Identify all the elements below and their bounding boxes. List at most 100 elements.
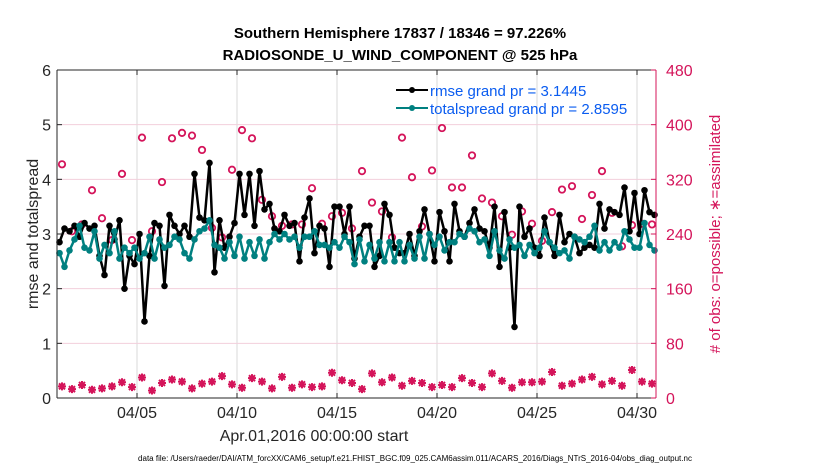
totalspread-point bbox=[461, 233, 468, 241]
asterisk-center bbox=[199, 381, 205, 387]
totalspread-point bbox=[71, 236, 78, 243]
series-layer bbox=[56, 123, 658, 395]
chart-subtitle: RADIOSONDE_U_WIND_COMPONENT @ 525 hPa bbox=[223, 47, 578, 64]
totalspread-point bbox=[536, 244, 543, 251]
asterisk-center bbox=[149, 387, 155, 393]
asterisk-center bbox=[449, 384, 455, 390]
asterisk-center bbox=[589, 374, 595, 380]
chart-title: Southern Hemisphere 17837 / 18346 = 97.2… bbox=[234, 25, 566, 42]
totalspread-point bbox=[271, 230, 278, 238]
rmse-point bbox=[256, 167, 263, 175]
totalspread-point bbox=[226, 238, 233, 246]
rmse-point bbox=[606, 206, 613, 213]
obs-possible-marker bbox=[577, 214, 587, 224]
asterisk-center bbox=[509, 385, 515, 391]
rmse-point bbox=[496, 263, 503, 271]
obs-assimilated-marker bbox=[388, 373, 396, 382]
totalspread-point bbox=[341, 233, 348, 241]
totalspread-point bbox=[411, 255, 418, 262]
obs-assimilated-marker bbox=[608, 376, 616, 385]
obs-assimilated-marker bbox=[368, 369, 376, 378]
totalspread-point bbox=[281, 230, 288, 238]
rmse-point bbox=[181, 222, 188, 230]
totalspread-point bbox=[166, 241, 173, 249]
obs-assimilated-marker bbox=[308, 383, 316, 392]
obs-assimilated-marker bbox=[328, 368, 336, 377]
rmse-point bbox=[516, 203, 523, 210]
obs-possible-marker bbox=[307, 184, 317, 193]
asterisk-center bbox=[59, 383, 65, 389]
rmse-point bbox=[541, 214, 548, 221]
obs-possible-marker bbox=[177, 128, 187, 137]
rmse-point bbox=[621, 184, 628, 191]
rmse-point bbox=[216, 217, 223, 224]
obs-possible-marker bbox=[437, 123, 447, 133]
y-axis-label: rmse and totalspread bbox=[25, 159, 42, 309]
rmse-point bbox=[71, 222, 78, 230]
totalspread-point bbox=[266, 238, 273, 246]
asterisk-center bbox=[169, 377, 175, 383]
rmse-point bbox=[186, 233, 193, 241]
obs-assimilated-marker bbox=[558, 381, 566, 390]
asterisk-center bbox=[359, 386, 365, 392]
asterisk-center bbox=[439, 382, 445, 388]
obs-possible-marker bbox=[167, 134, 177, 143]
asterisk-center bbox=[619, 383, 625, 389]
rmse-point bbox=[151, 219, 158, 227]
totalspread-point bbox=[431, 241, 438, 249]
obs-assimilated-marker bbox=[408, 376, 416, 385]
rmse-point bbox=[566, 230, 573, 238]
totalspread-point bbox=[66, 247, 73, 254]
totalspread-point bbox=[121, 244, 128, 251]
rmse-point bbox=[266, 200, 273, 208]
totalspread-point bbox=[161, 244, 168, 251]
rmse-point bbox=[646, 208, 653, 216]
obs-possible-marker bbox=[447, 183, 457, 192]
y-axis-right-label: # of obs: o=possible; ∗=assimilated bbox=[707, 115, 724, 354]
rmse-point bbox=[561, 238, 568, 246]
totalspread-point bbox=[471, 227, 478, 235]
totalspread-point bbox=[206, 217, 213, 224]
totalspread-point bbox=[651, 247, 658, 254]
rmse-point bbox=[536, 252, 543, 260]
rmse-point bbox=[251, 222, 258, 230]
asterisk-center bbox=[249, 375, 255, 381]
totalspread-point bbox=[81, 244, 88, 251]
x-tick-label: 04/10 bbox=[217, 405, 257, 422]
totalspread-point bbox=[436, 233, 443, 241]
obs-assimilated-marker bbox=[148, 386, 156, 395]
obs-possible-marker bbox=[57, 160, 67, 169]
totalspread-point bbox=[616, 244, 623, 251]
rmse-point bbox=[556, 211, 563, 219]
rmse-point bbox=[301, 214, 308, 221]
obs-possible-marker bbox=[427, 166, 437, 175]
series-totalspread bbox=[56, 217, 658, 271]
rmse-point bbox=[441, 227, 448, 235]
rmse-point bbox=[296, 258, 303, 265]
asterisk-center bbox=[109, 383, 115, 389]
totalspread-point bbox=[591, 222, 598, 230]
totalspread-point bbox=[391, 258, 398, 265]
totalspread-point bbox=[171, 233, 178, 241]
totalspread-point bbox=[276, 236, 283, 243]
totalspread-point bbox=[406, 241, 413, 249]
data-file-footer: data file: /Users/raeder/DAI/ATM_forcXX/… bbox=[138, 454, 692, 463]
rmse-point bbox=[451, 200, 458, 208]
obs-assimilated-marker bbox=[338, 376, 346, 385]
rmse-point bbox=[406, 230, 413, 238]
asterisk-center bbox=[599, 381, 605, 387]
totalspread-point bbox=[91, 227, 98, 235]
asterisk-center bbox=[69, 386, 75, 392]
totalspread-point bbox=[256, 236, 263, 243]
obs-assimilated-marker bbox=[288, 383, 296, 392]
obs-possible-marker bbox=[567, 182, 577, 191]
totalspread-point bbox=[576, 236, 583, 243]
legend-totalspread-marker bbox=[409, 105, 415, 111]
asterisk-center bbox=[499, 378, 505, 384]
rmse-point bbox=[316, 222, 323, 230]
totalspread-point bbox=[556, 249, 563, 257]
obs-assimilated-marker bbox=[638, 377, 646, 386]
rmse-point bbox=[586, 241, 593, 249]
obs-possible-marker bbox=[297, 220, 307, 229]
y-right-tick-label: 0 bbox=[666, 391, 675, 408]
